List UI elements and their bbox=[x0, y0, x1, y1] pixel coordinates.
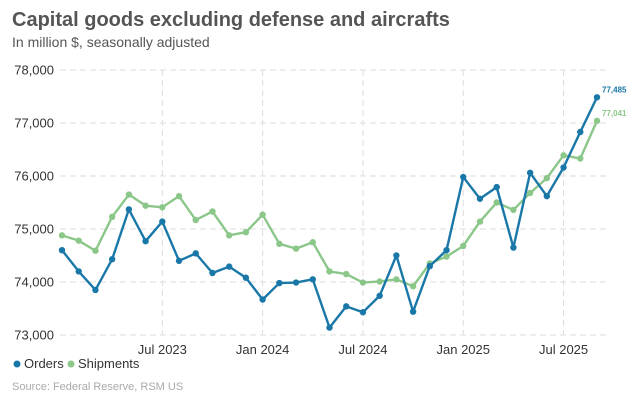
data-point-shipments bbox=[543, 174, 551, 182]
x-tick-label: Jan 2025 bbox=[437, 342, 491, 357]
y-tick-label: 73,000 bbox=[14, 328, 54, 343]
data-point-orders bbox=[359, 309, 367, 316]
data-point-shipments bbox=[510, 206, 517, 214]
data-point-shipments bbox=[75, 237, 82, 244]
grid-layer bbox=[60, 69, 608, 336]
chart-subtitle: In million $, seasonally adjusted bbox=[12, 34, 210, 50]
data-point-shipments bbox=[309, 239, 316, 246]
data-point-orders bbox=[409, 308, 417, 315]
data-point-orders bbox=[209, 269, 216, 277]
data-point-shipments bbox=[359, 279, 367, 286]
data-point-shipments bbox=[409, 283, 417, 290]
data-point-orders bbox=[593, 94, 601, 101]
data-point-orders bbox=[142, 237, 149, 245]
data-point-shipments bbox=[259, 211, 266, 218]
data-point-shipments bbox=[276, 240, 283, 248]
data-point-orders bbox=[376, 292, 383, 299]
data-point-orders bbox=[125, 206, 133, 213]
data-point-shipments bbox=[343, 270, 350, 278]
legend: Orders Shipments bbox=[13, 356, 140, 371]
data-point-orders bbox=[242, 274, 250, 281]
data-point-shipments bbox=[393, 276, 400, 283]
end-value-label-shipments: 77,041 bbox=[602, 109, 627, 118]
series-line-shipments bbox=[61, 120, 599, 288]
data-point-orders bbox=[292, 279, 300, 286]
data-point-shipments bbox=[125, 191, 133, 198]
end-value-label-orders: 77,485 bbox=[602, 85, 627, 94]
x-tick-label: Jul 2023 bbox=[138, 342, 187, 357]
data-point-orders bbox=[543, 192, 551, 200]
data-point-orders bbox=[92, 286, 99, 294]
data-point-shipments bbox=[192, 216, 199, 224]
data-point-shipments bbox=[209, 208, 216, 215]
x-tick-label: Jul 2025 bbox=[539, 342, 588, 357]
data-point-shipments bbox=[560, 152, 567, 159]
data-point-shipments bbox=[526, 189, 534, 197]
legend-marker-orders bbox=[13, 360, 21, 368]
data-point-orders bbox=[510, 244, 517, 251]
data-point-shipments bbox=[460, 242, 467, 250]
data-point-orders bbox=[175, 257, 183, 264]
data-point-orders bbox=[393, 252, 400, 259]
data-point-shipments bbox=[108, 213, 116, 221]
x-tick-label: Jul 2024 bbox=[338, 342, 387, 357]
legend-marker-shipments bbox=[67, 360, 75, 368]
series-orders bbox=[58, 94, 601, 331]
legend-label-shipments: Shipments bbox=[78, 356, 140, 371]
y-tick-label: 75,000 bbox=[14, 222, 54, 237]
series-layer bbox=[58, 94, 601, 331]
series-line-orders bbox=[61, 96, 599, 329]
data-point-orders bbox=[309, 276, 316, 283]
data-point-orders bbox=[443, 247, 450, 254]
data-point-orders bbox=[526, 169, 534, 177]
data-point-orders bbox=[225, 263, 233, 270]
data-point-orders bbox=[560, 164, 567, 171]
data-point-orders bbox=[108, 256, 116, 263]
data-point-orders bbox=[476, 195, 484, 202]
data-point-shipments bbox=[493, 199, 500, 206]
data-point-shipments bbox=[242, 228, 250, 236]
data-point-orders bbox=[460, 173, 467, 181]
data-point-orders bbox=[259, 296, 266, 303]
data-point-shipments bbox=[443, 253, 450, 260]
data-point-shipments bbox=[292, 245, 300, 252]
label-layer: 73,000 74,000 75,000 76,000 77,000 78,000 Jul … bbox=[14, 63, 627, 358]
series-shipments bbox=[58, 117, 601, 290]
data-point-orders bbox=[326, 324, 333, 331]
y-tick-label: 77,000 bbox=[14, 116, 54, 131]
y-tick-label: 76,000 bbox=[14, 169, 54, 184]
data-point-orders bbox=[426, 262, 434, 270]
data-point-shipments bbox=[58, 232, 66, 239]
data-point-orders bbox=[192, 250, 199, 257]
data-point-shipments bbox=[92, 247, 99, 254]
data-point-orders bbox=[276, 279, 283, 287]
data-point-orders bbox=[159, 218, 166, 225]
legend-label-orders: Orders bbox=[24, 356, 64, 371]
data-point-orders bbox=[577, 128, 584, 136]
source-note: Source: Federal Reserve, RSM US bbox=[12, 381, 183, 393]
data-point-shipments bbox=[225, 232, 233, 239]
data-point-shipments bbox=[142, 202, 149, 209]
data-point-shipments bbox=[593, 117, 601, 125]
y-tick-label: 78,000 bbox=[14, 63, 54, 78]
chart-title: Capital goods excluding defense and airc… bbox=[12, 9, 450, 31]
data-point-orders bbox=[58, 247, 66, 254]
data-point-shipments bbox=[577, 155, 584, 162]
data-point-shipments bbox=[326, 268, 333, 275]
y-tick-label: 74,000 bbox=[14, 275, 54, 290]
data-point-shipments bbox=[476, 218, 484, 225]
data-point-orders bbox=[493, 183, 500, 191]
data-point-shipments bbox=[159, 204, 166, 211]
data-point-orders bbox=[343, 303, 350, 310]
data-point-orders bbox=[75, 268, 82, 275]
data-point-shipments bbox=[175, 192, 183, 200]
data-point-shipments bbox=[376, 278, 383, 285]
x-tick-label: Jan 2024 bbox=[236, 342, 290, 357]
